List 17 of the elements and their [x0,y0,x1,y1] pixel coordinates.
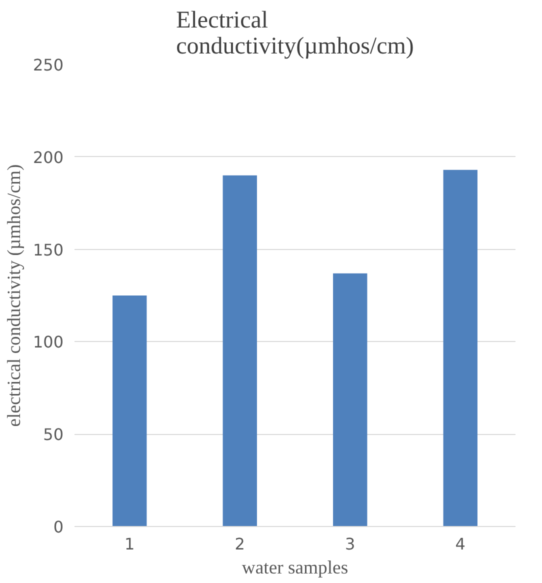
y-tick-label: 200 [32,148,64,167]
x-tick-label: 1 [124,534,135,554]
x-tick-label: 3 [345,534,356,554]
y-tick-label: 100 [32,332,64,352]
x-axis-title: water samples [242,558,348,578]
x-tick-label: 2 [234,534,245,554]
y-tick-label: 50 [43,425,64,444]
y-tick-label: 0 [53,518,64,536]
bar [112,296,147,526]
bar [443,170,478,526]
y-tick-label: 150 [32,240,64,260]
x-tick-label: 4 [455,534,466,554]
y-tick-label: 250 [32,56,64,74]
bar [222,175,257,526]
chart-title: Electrical conductivity(µmhos/cm) [176,8,414,60]
y-axis-title: electrical conductivity (µmhos/cm) [4,164,25,427]
bar [333,273,368,526]
